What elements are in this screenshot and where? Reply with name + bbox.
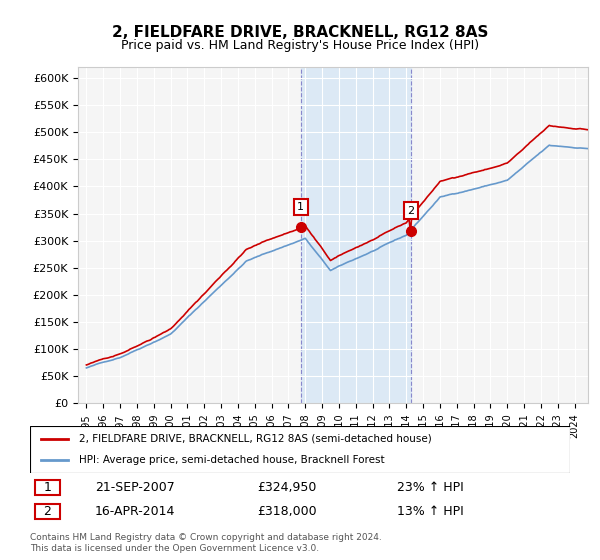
Bar <box>301 67 411 403</box>
Text: £318,000: £318,000 <box>257 505 316 518</box>
Text: 2, FIELDFARE DRIVE, BRACKNELL, RG12 8AS: 2, FIELDFARE DRIVE, BRACKNELL, RG12 8AS <box>112 25 488 40</box>
Text: 13% ↑ HPI: 13% ↑ HPI <box>397 505 464 518</box>
Text: Contains HM Land Registry data © Crown copyright and database right 2024.
This d: Contains HM Land Registry data © Crown c… <box>30 533 382 553</box>
Text: 1: 1 <box>297 202 304 212</box>
Text: 1: 1 <box>43 481 51 494</box>
Text: 2: 2 <box>43 505 51 518</box>
Text: £324,950: £324,950 <box>257 481 316 494</box>
Text: 23% ↑ HPI: 23% ↑ HPI <box>397 481 464 494</box>
Text: 2: 2 <box>407 206 415 216</box>
Text: 21-SEP-2007: 21-SEP-2007 <box>95 481 175 494</box>
Text: Price paid vs. HM Land Registry's House Price Index (HPI): Price paid vs. HM Land Registry's House … <box>121 39 479 52</box>
Text: 16-APR-2014: 16-APR-2014 <box>95 505 175 518</box>
FancyBboxPatch shape <box>35 480 60 495</box>
FancyBboxPatch shape <box>30 426 570 473</box>
FancyBboxPatch shape <box>35 503 60 519</box>
Text: 2, FIELDFARE DRIVE, BRACKNELL, RG12 8AS (semi-detached house): 2, FIELDFARE DRIVE, BRACKNELL, RG12 8AS … <box>79 434 431 444</box>
Text: HPI: Average price, semi-detached house, Bracknell Forest: HPI: Average price, semi-detached house,… <box>79 455 384 465</box>
